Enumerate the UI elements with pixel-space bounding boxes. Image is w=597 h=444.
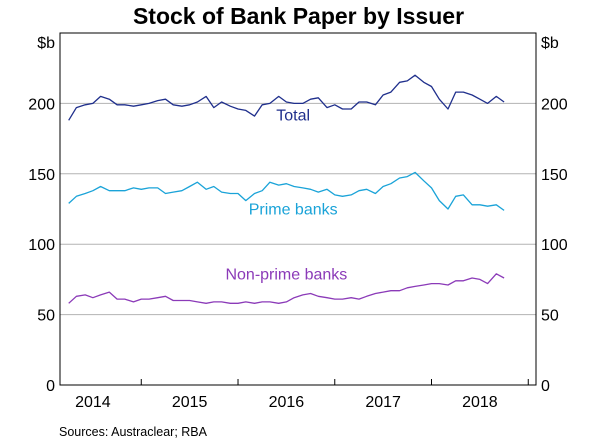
- x-tick-label: 2016: [269, 394, 305, 411]
- y-tick-label-right: 200: [541, 96, 568, 113]
- plot-frame: [59, 32, 537, 386]
- x-tick-label: 2018: [462, 394, 498, 411]
- y-unit-label-left: $b: [37, 35, 55, 52]
- series-annotations: Total Prime banks Non-prime banks: [225, 107, 347, 283]
- y-tick-label-right: 100: [541, 237, 568, 254]
- series-label-non-prime-banks: Non-prime banks: [225, 266, 347, 283]
- y-tick-label-left: 150: [28, 167, 55, 184]
- x-tick-label: 2017: [365, 394, 401, 411]
- y-tick-label-left: 0: [46, 378, 55, 395]
- y-tick-label-right: 0: [541, 378, 550, 395]
- x-tick-label: 2014: [75, 394, 111, 411]
- y-tick-label-left: 200: [28, 96, 55, 113]
- x-tick-label: 2015: [172, 394, 208, 411]
- series-line-prime-banks: [68, 171, 505, 211]
- series-line-total: [68, 74, 505, 121]
- y-unit-label-right: $b: [541, 35, 559, 52]
- y-tick-label-left: 100: [28, 237, 55, 254]
- plot-border: [59, 32, 537, 386]
- y-tick-label-right: 50: [541, 308, 559, 325]
- y-tick-label-right: 150: [541, 167, 568, 184]
- source-note: Sources: Austraclear; RBA: [59, 425, 207, 439]
- series-label-prime-banks: Prime banks: [249, 202, 338, 219]
- axis-ticks: [140, 379, 529, 385]
- y-tick-label-left: 50: [37, 308, 55, 325]
- series-lines: [68, 74, 505, 304]
- axis-labels: 0 0 50 50 100 100 150 150 200 200 $b $b 2014 2015 2016…: [28, 35, 568, 411]
- series-label-total: Total: [276, 107, 310, 124]
- series-line-non-prime-banks: [68, 273, 505, 304]
- chart-title: Stock of Bank Paper by Issuer: [132, 3, 465, 29]
